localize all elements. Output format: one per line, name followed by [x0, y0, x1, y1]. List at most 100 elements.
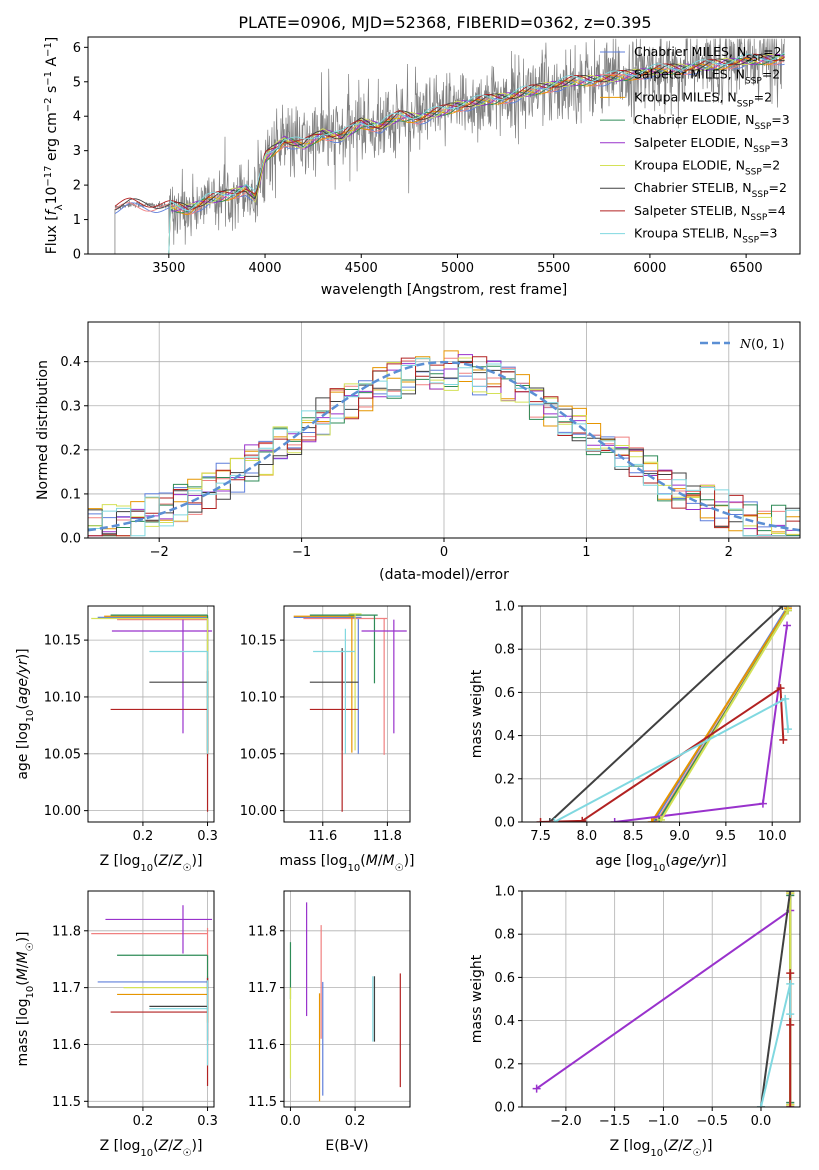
legend-symbol: N — [739, 336, 752, 351]
y-tick-label: 0.4 — [60, 355, 81, 370]
label-part: 10 — [25, 710, 36, 723]
label-part: M — [15, 951, 31, 963]
mass-weight-marker — [758, 799, 767, 808]
label-part: f — [44, 208, 60, 215]
y-tick-label: 0.6 — [494, 971, 515, 986]
y-tick-label: 11.5 — [248, 1095, 277, 1110]
label-part: ( — [153, 1138, 158, 1154]
z-axis-label: Z [log10(Z/Z☉)] — [610, 1138, 713, 1159]
legend-sub: SSP — [752, 190, 769, 200]
weight_vs_Z-panel: −2.0 −1.5 −1.0 −0.5 0.0 0.0 0.2 0.4 0.6 0.8 1.0 Z [… — [469, 885, 801, 1159]
plot-area — [91, 614, 213, 812]
label-part: ☉ — [183, 1148, 192, 1159]
label-part: −17 — [43, 165, 54, 186]
label-part: )] — [192, 853, 203, 869]
legend-args: (0, 1) — [751, 336, 785, 351]
y-tick-label: 0.0 — [494, 1101, 515, 1116]
label-part: −1 — [43, 42, 54, 57]
x-tick-label: 8.0 — [577, 829, 598, 844]
legend-suffix: =2 — [763, 44, 781, 59]
label-part: ☉ — [395, 863, 404, 874]
y-tick-label: 0.3 — [60, 399, 81, 414]
label-part: Z — [158, 853, 169, 869]
mass-weight-line — [549, 606, 784, 822]
legend-sub: SSP — [746, 54, 763, 64]
label-part: M — [15, 968, 31, 980]
x-tick-label: 6000 — [633, 261, 666, 276]
legend-text: Salpeter ELODIE, N — [634, 135, 753, 150]
label-part: Z — [682, 1138, 693, 1154]
plot-area — [532, 891, 795, 1107]
mass-weight-line — [760, 891, 792, 1107]
legend-entry: Kroupa ELODIE, NSSP=2 — [634, 158, 780, 178]
mass-weight-marker — [786, 1103, 795, 1107]
legend-suffix: =2 — [754, 89, 772, 104]
y-tick-label: 2 — [73, 179, 81, 194]
x-tick-label: −1.0 — [648, 1114, 680, 1129]
legend-entry: Salpeter STELIB, NSSP=4 — [634, 203, 786, 223]
legend-sub: SSP — [737, 99, 754, 109]
label-part: −1 — [43, 71, 54, 86]
legend-suffix: =3 — [771, 112, 789, 127]
x-tick-label: 3500 — [152, 261, 185, 276]
legend-sub: SSP — [750, 213, 767, 223]
age-axis-label: age [log10(age/yr)] — [15, 648, 36, 779]
x-tick-label: 9.0 — [669, 829, 690, 844]
residual-x-label: (data-model)/error — [379, 567, 509, 583]
normal-reference-curve — [88, 360, 800, 532]
plot-area — [289, 902, 401, 1102]
mass-weight-marker — [776, 684, 785, 693]
legend-suffix: =3 — [759, 226, 777, 241]
axes-frame — [521, 890, 801, 1108]
residual-y-label: Normed distribution — [35, 360, 51, 500]
label-part: )] — [404, 853, 415, 869]
label-part: age [log — [595, 853, 652, 869]
legend-suffix: =2 — [762, 158, 780, 173]
model-spectrum-line — [168, 53, 785, 254]
x-tick-label: 0.3 — [197, 829, 218, 844]
label-part: A — [44, 57, 60, 71]
x-tick-label: 11.8 — [373, 829, 402, 844]
label-part: / — [678, 1138, 683, 1154]
y-tick-label: 0.2 — [494, 1057, 515, 1072]
axes-frame — [87, 605, 215, 823]
plot-area — [293, 613, 407, 812]
legend-entry: Chabrier STELIB, NSSP=2 — [634, 180, 787, 200]
mass-weight-line — [536, 909, 791, 1090]
y-tick-label: 0.4 — [494, 729, 515, 744]
mass-weight-marker — [786, 891, 795, 895]
ebv-axis-label: E(B-V) — [325, 1138, 368, 1154]
x-tick-label: 7.5 — [530, 829, 551, 844]
plot-area — [91, 905, 213, 1086]
y-tick-label: 10.15 — [240, 634, 277, 649]
weight_vs_age-panel: 7.5 8.0 8.5 9.0 9.5 10.0 0.0 0.2 0.4 0.6 0.8 1.0 age… — [469, 600, 801, 874]
age_vs_mass-panel: 11.6 11.8 10.00 10.05 10.10 10.15 mass [log10(… — [240, 605, 415, 874]
x-tick-label: 0.3 — [197, 1114, 218, 1129]
label-part: age/yr — [671, 853, 717, 869]
label-part: / — [15, 963, 31, 968]
label-part: mass [log — [15, 998, 31, 1066]
x-tick-label: 0 — [440, 545, 448, 560]
weight-y-label: mass weight — [469, 954, 485, 1043]
axes-frame — [87, 321, 801, 539]
y-tick-label: 3 — [73, 144, 81, 159]
y-tick-label: 11.7 — [52, 981, 81, 996]
mass-weight-marker — [657, 815, 665, 822]
y-tick-label: 10.15 — [44, 634, 81, 649]
label-part: Z — [668, 1138, 679, 1154]
x-tick-label: 11.6 — [308, 829, 337, 844]
mass-axis-label: mass [log10(M/M☉)] — [279, 853, 414, 874]
axes-frame — [283, 605, 411, 823]
mass-weight-marker — [783, 621, 792, 630]
y-tick-label: 11.5 — [52, 1095, 81, 1110]
label-part: age [log — [15, 722, 31, 779]
x-tick-label: 0.2 — [133, 829, 154, 844]
spectrum-x-label: wavelength [Angstrom, rest frame] — [321, 282, 567, 298]
y-tick-label: 11.6 — [52, 1038, 81, 1053]
x-tick-label: 0.2 — [345, 1114, 366, 1129]
legend-text: Kroupa ELODIE, N — [634, 158, 745, 173]
label-part: )] — [15, 931, 31, 942]
label-part: 10 — [44, 187, 60, 205]
